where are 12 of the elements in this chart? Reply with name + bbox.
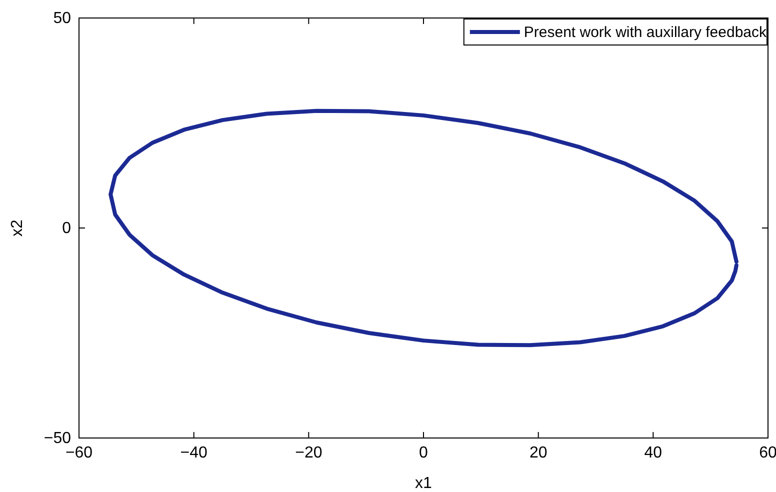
y-tick-label: 50 (53, 10, 72, 28)
x-tick-label: −40 (180, 444, 208, 462)
x-tick-label: 0 (419, 444, 428, 462)
y-axis-title: x2 (9, 219, 26, 236)
x-tick-label: 60 (759, 444, 776, 462)
x-tick-label: −20 (295, 444, 322, 462)
y-tick-label: 0 (62, 220, 72, 238)
line-series (108, 108, 738, 348)
x-tick-label: 20 (529, 444, 548, 462)
x-tick-label: 40 (644, 444, 662, 462)
x-axis-title: x1 (415, 475, 432, 492)
legend-label: Present work with auxillary feedback (524, 24, 767, 41)
